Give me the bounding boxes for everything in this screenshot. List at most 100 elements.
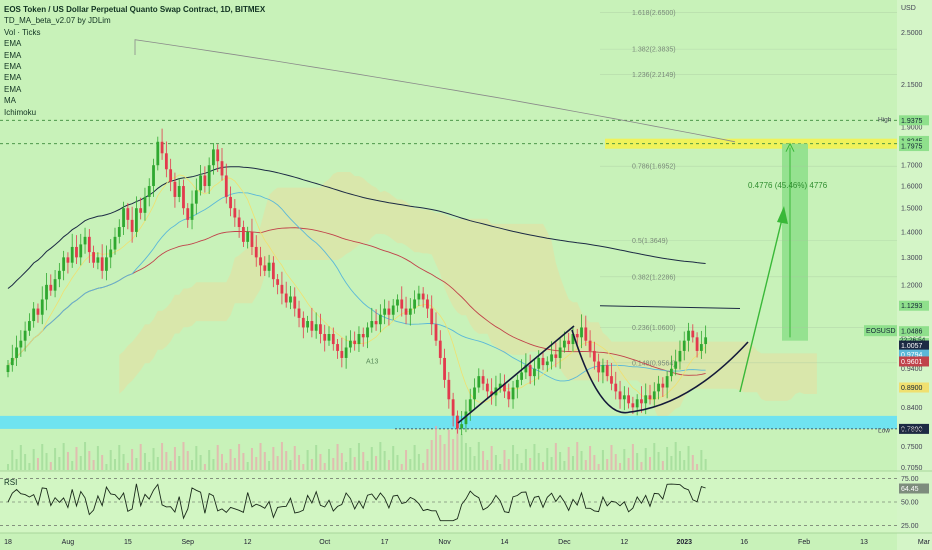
volume-bar bbox=[336, 444, 339, 470]
candle-body bbox=[580, 327, 583, 338]
candle-body bbox=[177, 186, 181, 197]
volume-bar bbox=[631, 444, 634, 470]
candle-body bbox=[297, 308, 301, 318]
indicator-label[interactable]: EMA bbox=[4, 39, 22, 49]
indicator-label[interactable]: EMA bbox=[4, 84, 22, 94]
candle-body bbox=[10, 357, 14, 366]
fib-label: 0.148(0.9564) bbox=[632, 360, 676, 367]
volume-bar bbox=[396, 455, 399, 470]
candle-body bbox=[263, 265, 267, 271]
fib-label: 0.786(1.6952) bbox=[632, 164, 676, 171]
candle-body bbox=[186, 208, 190, 220]
price-marker-box bbox=[899, 115, 929, 126]
indicator-label[interactable]: EMA bbox=[4, 62, 22, 72]
candle-body bbox=[306, 321, 309, 328]
indicator-label[interactable]: EMA bbox=[4, 50, 22, 60]
volume-bar bbox=[447, 430, 450, 470]
candle-body bbox=[533, 368, 536, 377]
candle-body bbox=[135, 208, 138, 232]
fib-levels: 0.148(0.9564) 0.236(1.0600) 0.382(1.2286) 0… bbox=[600, 10, 897, 367]
candle-body bbox=[464, 411, 468, 425]
indicator-label[interactable]: TD_MA_beta_v2.07 by JDLim bbox=[4, 16, 111, 26]
chart-title: EOS Token / US Dollar Perpetual Quanto S… bbox=[4, 5, 266, 14]
candle-body bbox=[143, 196, 147, 213]
volume-bar bbox=[636, 453, 639, 470]
rsi-line bbox=[7, 483, 706, 522]
volume-bar bbox=[606, 459, 609, 470]
rsi-label[interactable]: RSI bbox=[4, 478, 18, 487]
indicator-label[interactable]: Vol · Ticks bbox=[4, 27, 41, 37]
volume-bar bbox=[696, 464, 699, 470]
candle-body bbox=[438, 340, 442, 358]
volume-bar bbox=[482, 451, 485, 470]
volume-bar bbox=[417, 454, 420, 470]
indicator-label[interactable]: Ichimoku bbox=[4, 107, 37, 117]
candle-body bbox=[293, 296, 297, 309]
candle-body bbox=[216, 149, 220, 162]
volume-bar bbox=[366, 461, 369, 470]
volume-bar bbox=[319, 454, 322, 470]
candle-body bbox=[323, 334, 327, 341]
candle-body bbox=[207, 165, 211, 187]
candle-body bbox=[520, 372, 523, 380]
candle-body bbox=[678, 350, 682, 362]
indicator-label[interactable]: MA bbox=[4, 96, 16, 106]
candle-body bbox=[284, 293, 288, 303]
volume-bar bbox=[529, 458, 532, 470]
fib-label: 0.5(1.3649) bbox=[632, 238, 668, 245]
candle-body bbox=[199, 175, 202, 191]
symbol-tag bbox=[864, 325, 897, 337]
candle-body bbox=[426, 299, 429, 309]
volume-bar bbox=[131, 449, 134, 470]
price-tick-label: 0.8400 bbox=[901, 405, 923, 412]
price-marker-value: 1.0057 bbox=[901, 343, 923, 350]
volume-bar bbox=[353, 457, 356, 470]
candle-body bbox=[631, 403, 635, 408]
volume-bar bbox=[614, 454, 617, 470]
candle-body bbox=[627, 395, 630, 404]
candle-body bbox=[695, 337, 699, 351]
candle-body bbox=[674, 361, 678, 369]
candle-body bbox=[699, 344, 703, 351]
price-tick-label: 1.9000 bbox=[901, 125, 923, 132]
candle-body bbox=[605, 365, 609, 377]
volume-bar bbox=[199, 455, 202, 470]
candle-body bbox=[36, 308, 40, 315]
candle-body bbox=[32, 308, 36, 322]
volume-bar bbox=[422, 463, 425, 470]
volume-bar bbox=[126, 463, 129, 470]
candle-body bbox=[237, 217, 241, 228]
ema-long-line bbox=[7, 166, 706, 289]
indicator-label[interactable]: EMA bbox=[4, 73, 22, 83]
candle-body bbox=[597, 361, 601, 373]
volume-bar bbox=[627, 458, 630, 470]
candle-body bbox=[357, 334, 361, 345]
candle-body bbox=[109, 249, 113, 258]
volume-bar bbox=[285, 451, 288, 470]
volume-bar bbox=[593, 455, 596, 470]
projection-arrow bbox=[739, 214, 784, 393]
volume-bar bbox=[152, 448, 155, 470]
candle-body bbox=[28, 321, 31, 331]
volume-bar bbox=[84, 442, 87, 470]
target-measure-box bbox=[782, 143, 808, 341]
candle-body bbox=[139, 208, 143, 213]
candle-body bbox=[92, 252, 95, 263]
volume-bar bbox=[426, 449, 429, 470]
volume-bar bbox=[298, 455, 301, 470]
volume-bar bbox=[186, 451, 189, 470]
volume-bar bbox=[700, 450, 703, 470]
rsi-tick-label: 25.00 bbox=[901, 523, 919, 530]
price-marker-name: Low bbox=[878, 427, 890, 434]
candle-body bbox=[370, 321, 374, 328]
candle-body bbox=[57, 270, 61, 280]
candle-body bbox=[83, 236, 87, 245]
candle-body bbox=[331, 334, 335, 345]
candle-body bbox=[113, 236, 117, 250]
candle-body bbox=[75, 246, 78, 258]
volume-bar bbox=[494, 455, 497, 470]
candle-body bbox=[537, 357, 541, 369]
rsi-marker-value: 64.45 bbox=[901, 486, 919, 493]
candle-body bbox=[53, 279, 57, 291]
